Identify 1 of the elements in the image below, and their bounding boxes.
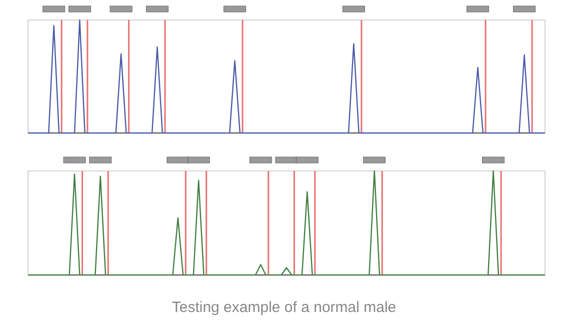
text: Testing example of a normal male bbox=[172, 299, 396, 316]
